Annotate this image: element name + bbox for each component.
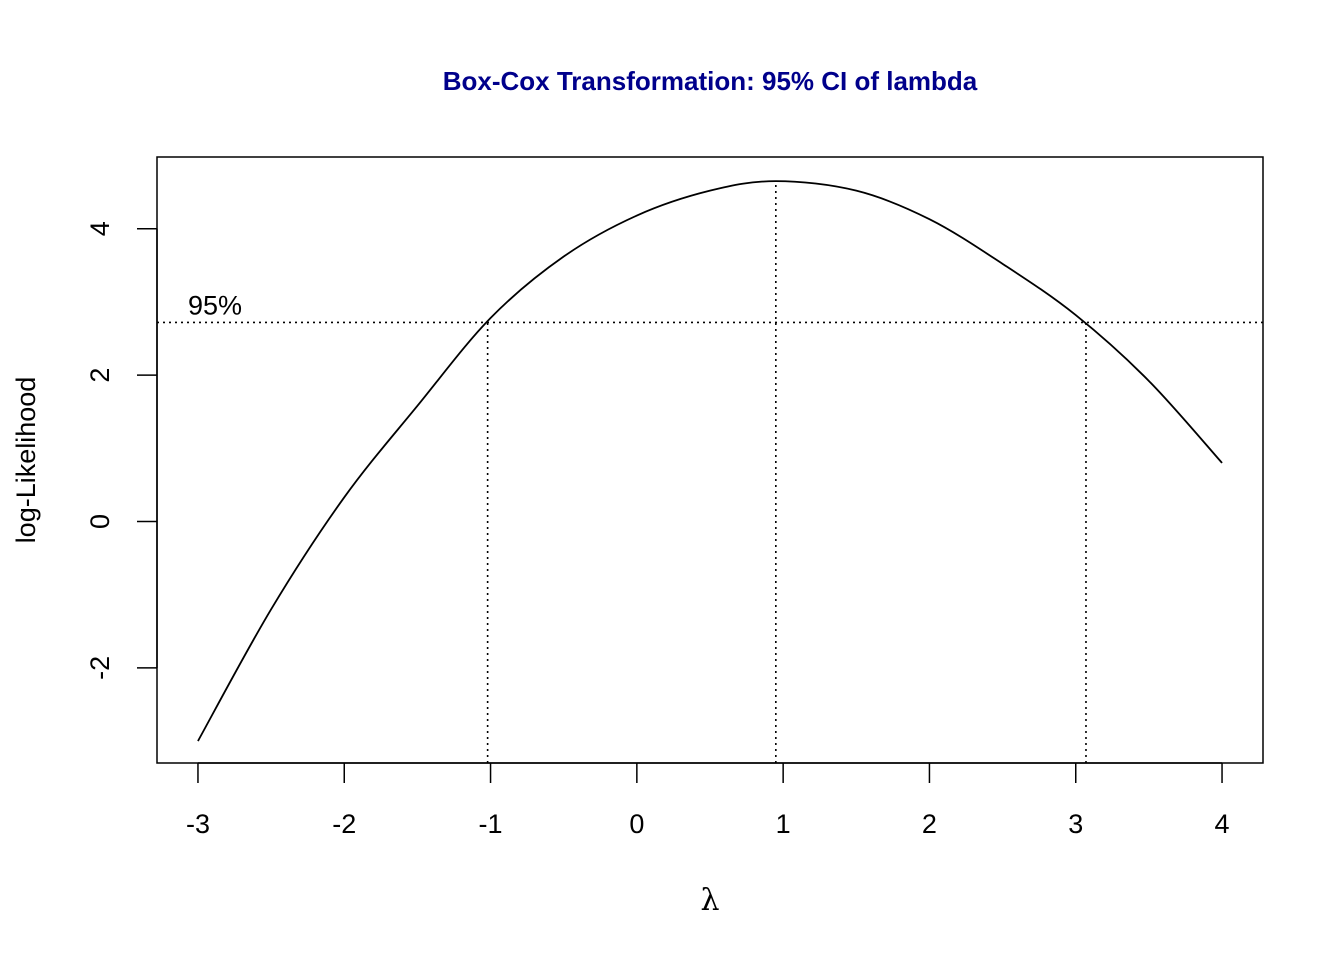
y-axis: -2 0 2 4	[85, 221, 158, 680]
plot-frame	[156, 156, 1264, 764]
x-axis-label: λ	[700, 883, 719, 918]
x-axis: -3 -2 -1 0 1 2 3 4	[186, 762, 1230, 839]
log-likelihood-curve	[197, 180, 1223, 742]
y-tick-label: -2	[85, 656, 115, 680]
confidence-reference-lines	[157, 181, 1263, 763]
y-tick-label: 2	[85, 368, 115, 383]
x-tick-label: 3	[1068, 809, 1083, 839]
x-tick-label: -3	[186, 809, 210, 839]
x-tick-label: 4	[1215, 809, 1230, 839]
x-tick-label: 1	[776, 809, 791, 839]
y-tick-label: 4	[85, 221, 115, 236]
ci-level-label: 95%	[188, 290, 242, 320]
y-tick-label: 0	[85, 514, 115, 529]
x-tick-label: 0	[629, 809, 644, 839]
x-tick-label: -2	[332, 809, 356, 839]
chart-title: Box-Cox Transformation: 95% CI of lambda	[443, 66, 978, 96]
y-axis-label: log-Likelihood	[11, 377, 41, 544]
x-tick-label: 2	[922, 809, 937, 839]
x-tick-label: -1	[479, 809, 503, 839]
